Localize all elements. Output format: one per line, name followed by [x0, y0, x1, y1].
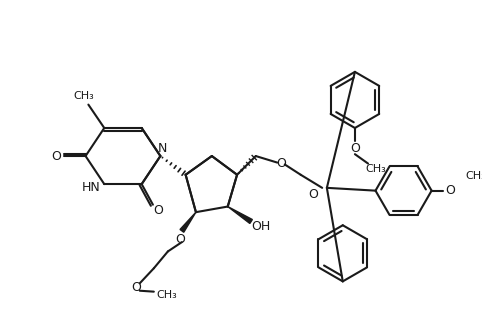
Text: O: O	[131, 281, 141, 294]
Text: CH₃: CH₃	[73, 91, 94, 101]
Text: O: O	[175, 233, 185, 246]
Text: HN: HN	[82, 181, 101, 194]
Text: O: O	[308, 188, 318, 201]
Polygon shape	[180, 212, 196, 232]
Text: O: O	[445, 184, 455, 197]
Text: CH₃: CH₃	[465, 171, 482, 181]
Text: O: O	[154, 204, 163, 217]
Text: OH: OH	[251, 220, 270, 233]
Polygon shape	[228, 206, 253, 223]
Text: CH₃: CH₃	[157, 290, 177, 300]
Text: CH₃: CH₃	[365, 164, 386, 174]
Text: N: N	[158, 142, 167, 155]
Text: O: O	[350, 142, 360, 155]
Text: O: O	[52, 150, 62, 163]
Text: O: O	[276, 157, 286, 170]
